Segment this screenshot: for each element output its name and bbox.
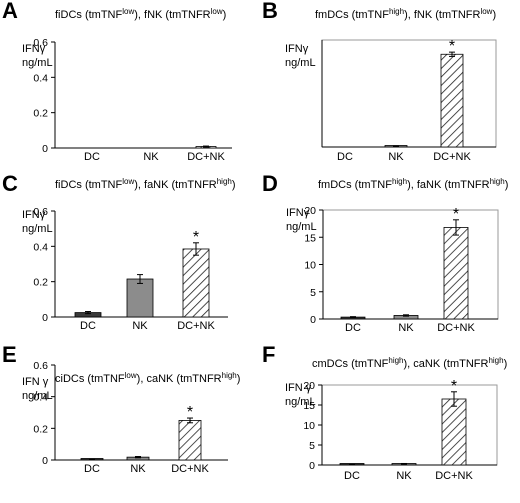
y-tick-label: 0.4 [33,72,48,84]
y-axis-label: IFN γ [285,382,312,394]
x-tick-label: DC [344,470,360,482]
significance-mark: * [451,378,457,395]
y-axis-unit: ng/mL [22,223,53,235]
plot-frame [322,209,499,320]
y-tick-label: 15 [304,232,316,244]
x-tick-label: DC+NK [171,463,209,475]
x-tick-label: NK [130,463,146,475]
y-axis-unit: ng/mL [22,390,53,402]
panel-title: cmDCs (tmTNFhigh), caNK (tmTNFRhigh) [312,356,507,370]
bar-dc-plus-nk [441,398,467,466]
panel-title: ciDCs (tmTNFlow), caNK (tmTNFRhigh) [55,371,240,385]
panel-label: F [262,342,275,367]
y-tick-label: 0.4 [33,241,48,253]
x-tick-label: DC+NK [433,151,471,163]
y-tick-label: 0 [42,455,48,467]
panel-label: E [2,342,17,367]
y-tick-label: 10 [303,420,315,432]
x-tick-label: NK [388,151,404,163]
y-tick-label: 0.2 [33,423,48,435]
bar-dc-plus-nk [182,248,210,318]
x-tick-label: DC+NK [437,322,475,334]
y-tick-label: 20 [304,205,316,217]
y-axis-label: IFNγ [285,43,309,55]
panel-label: C [2,171,18,196]
panel-label: B [262,0,278,23]
y-axis-unit: ng/mL [286,221,317,233]
significance-mark: * [453,206,459,223]
significance-mark: * [449,38,455,55]
significance-mark: * [193,229,199,246]
x-tick-label: NK [132,320,148,332]
y-axis-unit: ng/mL [22,57,53,69]
bar-dc-plus-nk [440,53,464,148]
y-tick-label: 0.2 [33,277,48,289]
y-tick-label: 10 [304,260,316,272]
y-tick-label: 0.6 [33,37,48,49]
y-tick-label: 0 [309,460,315,472]
significance-mark: * [187,404,193,421]
y-tick-label: 15 [303,400,315,412]
plot-frame [321,384,498,466]
y-tick-label: 0.4 [33,392,48,404]
bar-dc-plus-nk [178,420,202,461]
panel-label: D [262,171,278,196]
y-axis-label: IFNγ [22,43,46,55]
y-axis-unit: ng/mL [285,396,316,408]
panel-title: fiDCs (tmTNFlow), faNK (tmTNFRhigh) [55,177,236,191]
y-tick-label: 0.6 [33,360,48,372]
x-tick-label: NK [396,470,412,482]
y-tick-label: 5 [310,287,316,299]
panel-label: A [2,0,18,23]
y-tick-label: 0.6 [33,206,48,218]
panel-title: fmDCs (tmTNFhigh), faNK (tmTNFRhigh) [318,177,508,191]
y-axis-label: IFNγ [22,209,46,221]
x-tick-label: DC+NK [435,470,473,482]
x-tick-label: DC [84,151,100,163]
y-tick-label: 0 [42,312,48,324]
y-axis-label: IFN γ [22,376,49,388]
x-tick-label: NK [143,151,159,163]
panel-title: fmDCs (tmTNFhigh), fNK (tmTNFRlow) [315,7,496,21]
bar-nk [126,278,154,318]
y-axis-label: IFNγ [286,207,310,219]
x-tick-label: DC [337,151,353,163]
x-tick-label: DC+NK [187,151,225,163]
y-tick-label: 5 [309,440,315,452]
x-tick-label: DC+NK [177,320,215,332]
plot-frame [321,39,497,148]
x-tick-label: NK [398,322,414,334]
x-tick-label: DC [84,463,100,475]
panel-title: fiDCs (tmTNFlow), fNK (tmTNFRlow) [55,7,226,21]
y-axis-unit: ng/mL [285,57,316,69]
y-tick-label: 0 [42,143,48,155]
y-tick-label: 0.2 [33,108,48,120]
y-tick-label: 0 [310,314,316,326]
bar-dc-plus-nk [443,227,469,320]
x-tick-label: DC [80,320,96,332]
y-tick-label: 20 [303,380,315,392]
x-tick-label: DC [345,322,361,334]
